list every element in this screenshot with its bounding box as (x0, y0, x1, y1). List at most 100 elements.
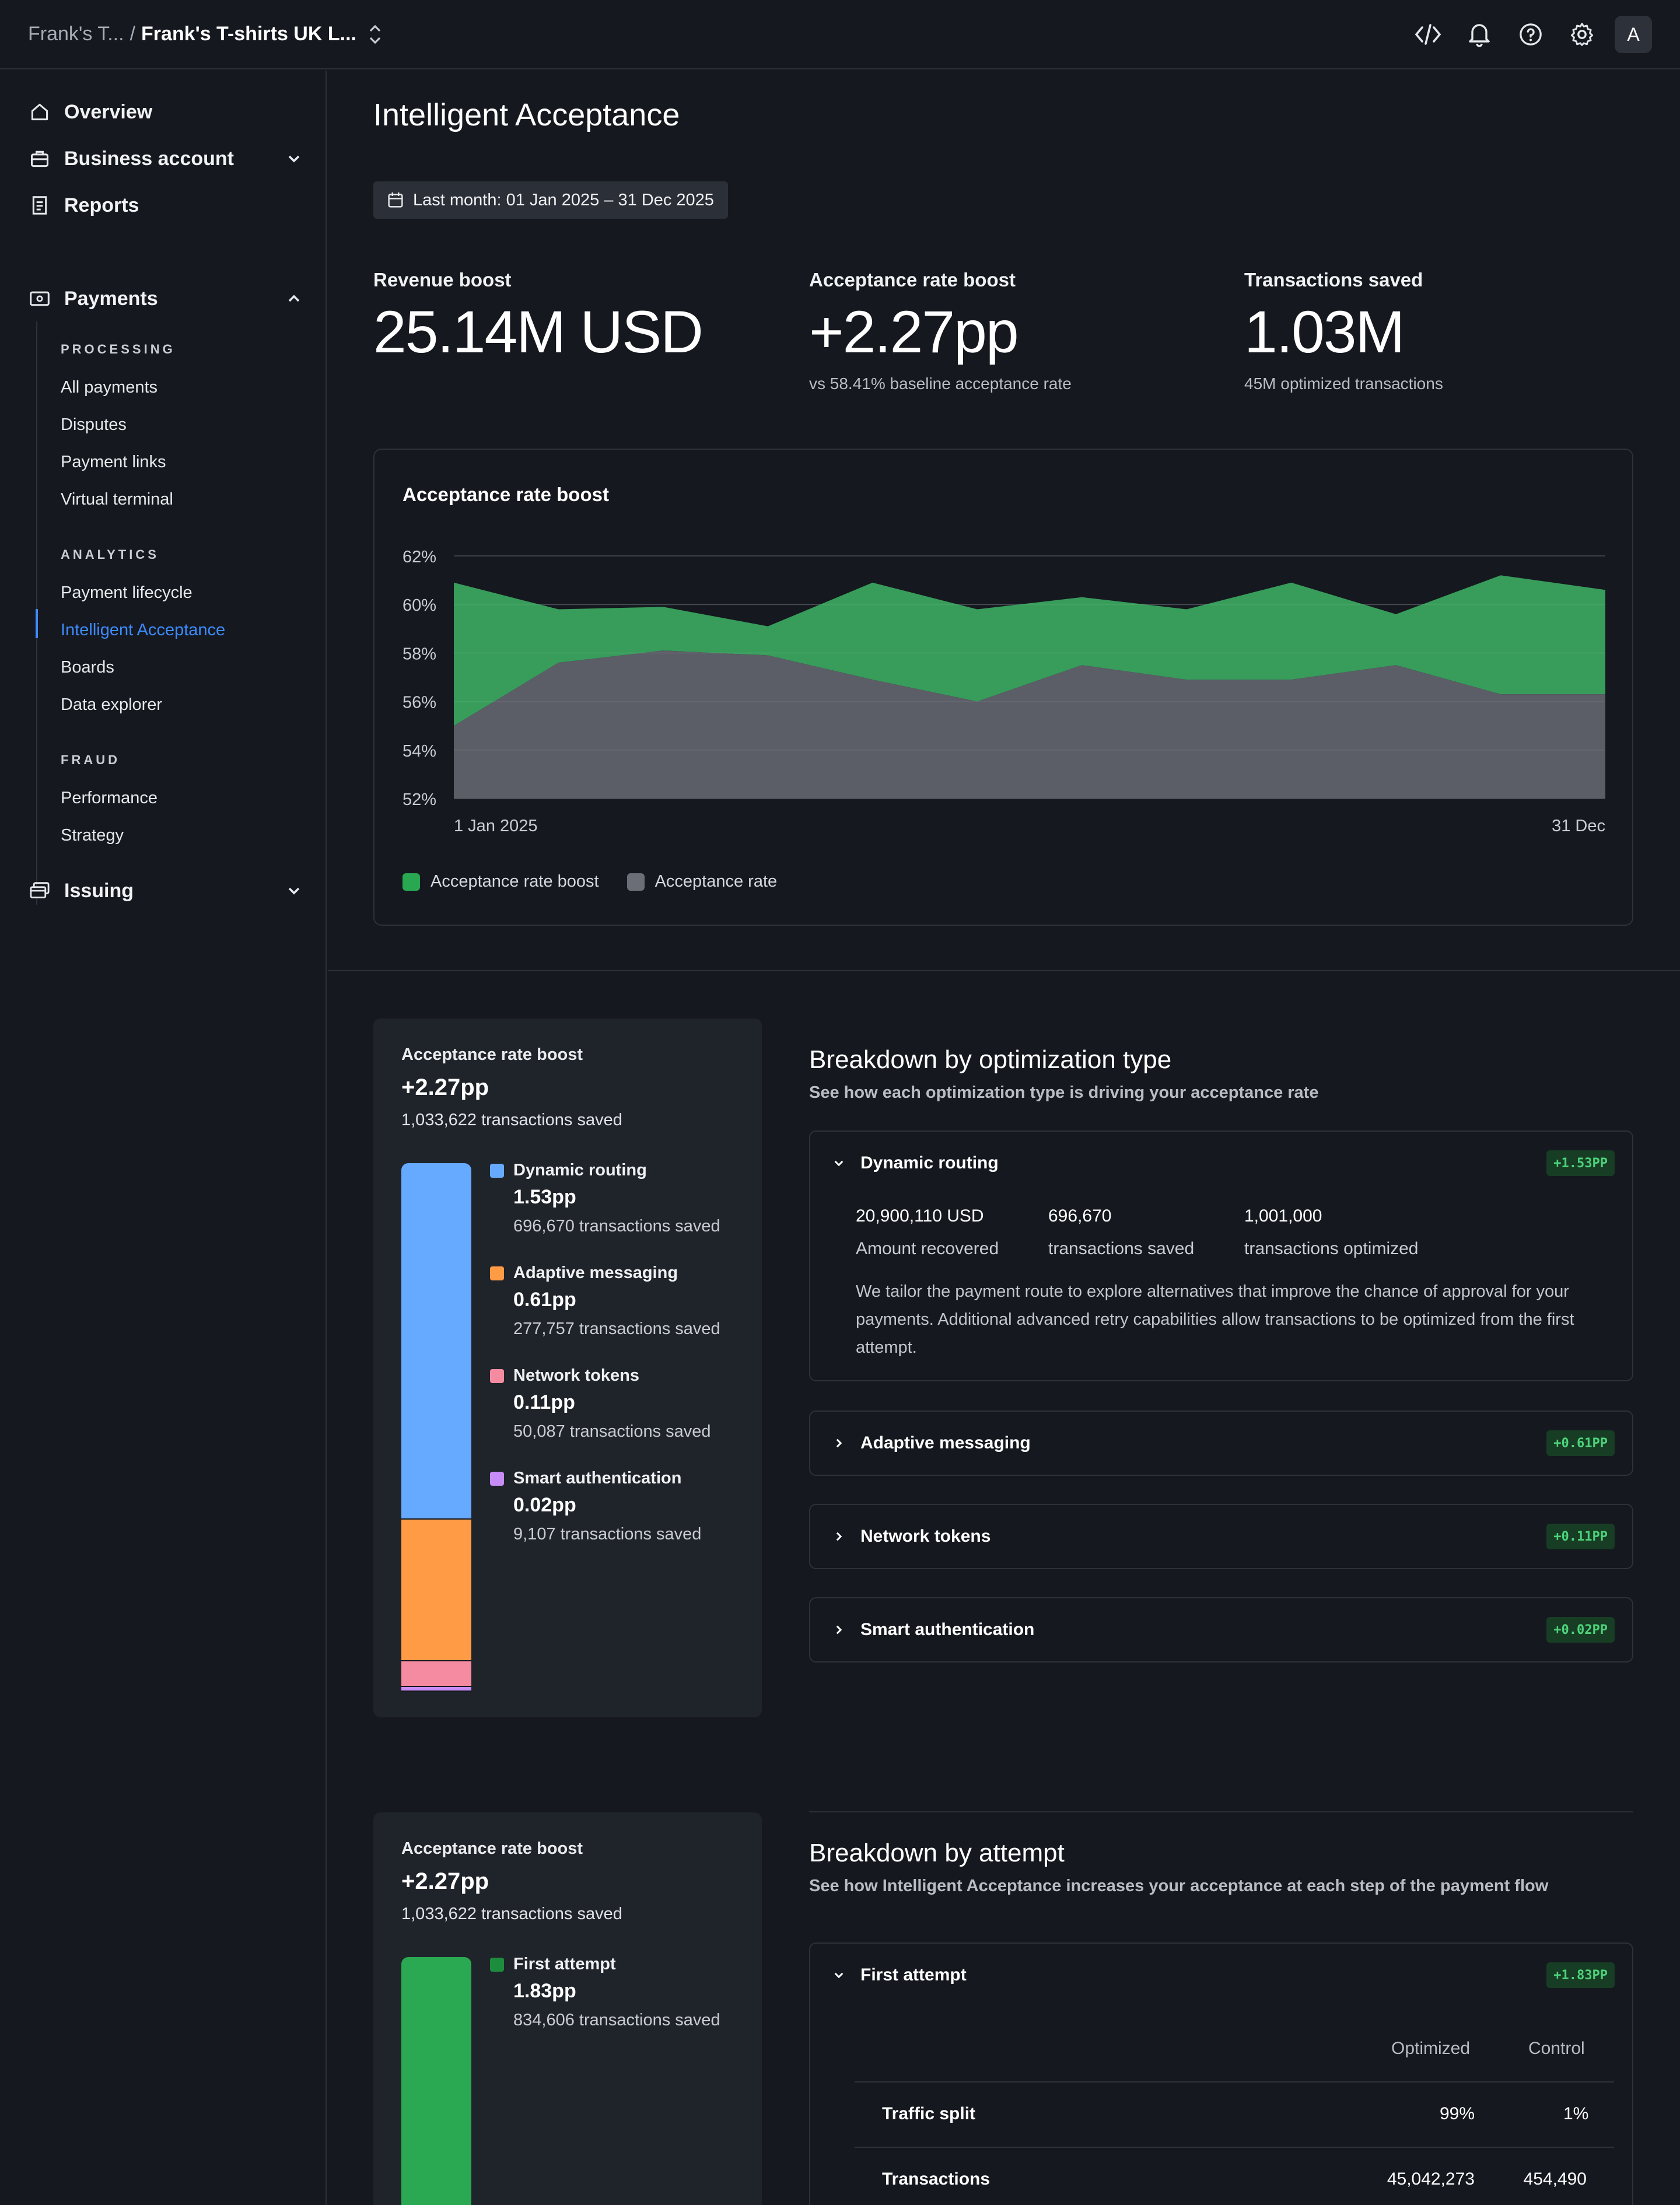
accordion-title: Smart authentication (860, 1620, 1035, 1639)
accordion-title: Adaptive messaging (860, 1433, 1031, 1452)
breadcrumb-current[interactable]: Frank's T-shirts UK L... (141, 23, 356, 45)
sidebar-item-label: Issuing (64, 879, 134, 902)
accordion-title: Dynamic routing (860, 1153, 999, 1172)
metric-amount-recovered: 20,900,110 USD Amount recovered (856, 1206, 999, 1259)
sidebar-item-boards[interactable]: Boards (61, 658, 114, 677)
payments-icon (28, 287, 51, 310)
gear-icon[interactable] (1563, 16, 1601, 53)
boost-badge: +0.61PP (1546, 1430, 1615, 1456)
y-tick-label: 58% (402, 645, 436, 663)
accordion-header[interactable]: Smart authentication +0.02PP (810, 1598, 1632, 1661)
stat-sub: vs 58.41% baseline acceptance rate (809, 374, 1072, 393)
bar-segment-smart-authentication (401, 1687, 471, 1692)
optimization-summary-panel: Acceptance rate boost +2.27pp 1,033,622 … (373, 1019, 762, 1717)
sidebar-item-payments[interactable]: Payments (28, 281, 302, 316)
accordion-header[interactable]: Dynamic routing +1.53PP (810, 1132, 1632, 1195)
segment-swatch (490, 1368, 504, 1383)
active-indicator (36, 609, 38, 638)
chevron-down-icon[interactable] (286, 150, 302, 167)
accordion-title: First attempt (860, 1965, 967, 1985)
sidebar-item-data-explorer[interactable]: Data explorer (61, 695, 163, 714)
segment-swatch (490, 1266, 504, 1280)
boost-badge: +1.83PP (1546, 1962, 1615, 1988)
panel-sub: 1,033,622 transactions saved (401, 1905, 622, 1923)
sidebar-item-all-payments[interactable]: All payments (61, 378, 158, 397)
metric-transactions-optimized: 1,001,000 transactions optimized (1244, 1206, 1418, 1259)
metric-label: transactions saved (1048, 1239, 1195, 1258)
date-range-filter[interactable]: Last month: 01 Jan 2025 – 31 Dec 2025 (373, 181, 728, 219)
page-title: Intelligent Acceptance (373, 97, 680, 132)
segment-value: 0.11pp (513, 1391, 575, 1413)
chart-title: Acceptance rate boost (402, 484, 609, 505)
chevron-up-icon[interactable] (286, 290, 302, 307)
segment-first-attempt: First attempt 1.83pp 834,606 transaction… (490, 1955, 720, 2030)
attempt-stacked-bar (401, 1957, 471, 2205)
segment-name: Smart authentication (513, 1469, 682, 1488)
stat-label: Revenue boost (373, 269, 512, 290)
segment-name: Network tokens (513, 1366, 639, 1385)
bell-icon[interactable] (1461, 16, 1498, 53)
legend-item-rate[interactable]: Acceptance rate (626, 872, 777, 891)
stat-label: Transactions saved (1244, 269, 1423, 290)
sidebar-item-label: Payments (64, 287, 158, 310)
segment-sub: 9,107 transactions saved (513, 1525, 702, 1544)
accordion-header[interactable]: First attempt +1.83PP (810, 1944, 1632, 2007)
sidebar-item-intelligent-acceptance[interactable]: Intelligent Acceptance (61, 621, 226, 639)
help-icon[interactable] (1512, 16, 1549, 53)
chevron-right-icon (836, 1625, 842, 1634)
segment-dynamic-routing: Dynamic routing 1.53pp 696,670 transacti… (490, 1161, 720, 1236)
breakdown-type-subtitle: See how each optimization type is drivin… (809, 1083, 1319, 1102)
chart-legend: Acceptance rate boost Acceptance rate (402, 872, 777, 891)
sidebar-item-payment-lifecycle[interactable]: Payment lifecycle (61, 583, 192, 602)
stat-value: +2.27pp (809, 299, 1019, 365)
x-tick-label-start: 1 Jan 2025 (454, 817, 538, 835)
segment-network-tokens: Network tokens 0.11pp 50,087 transaction… (490, 1366, 711, 1441)
segment-value: 1.53pp (513, 1186, 576, 1208)
stat-revenue-boost: Revenue boost 25.14M USD (373, 269, 704, 366)
sidebar-item-reports[interactable]: Reports (28, 188, 302, 223)
sidebar-item-issuing[interactable]: Issuing (28, 873, 302, 908)
boost-badge: +0.11PP (1546, 1524, 1615, 1549)
panel-label: Acceptance rate boost (401, 1045, 583, 1064)
segment-smart-authentication: Smart authentication 0.02pp 9,107 transa… (490, 1469, 702, 1544)
sidebar-item-virtual-terminal[interactable]: Virtual terminal (61, 490, 173, 509)
dynamic-routing-description: We tailor the payment route to explore a… (856, 1282, 1574, 1357)
accordion-dynamic-routing: Dynamic routing +1.53PP 20,900,110 USD A… (809, 1130, 1633, 1381)
accordion-header[interactable]: Network tokens +0.11PP (810, 1505, 1632, 1568)
area-acceptance-rate-boost (454, 575, 1605, 726)
sidebar-item-business-account[interactable]: Business account (28, 141, 302, 176)
accordion-adaptive-messaging: Adaptive messaging +0.61PP (809, 1410, 1633, 1476)
account-switcher[interactable]: Frank's T... / Frank's T-shirts UK L... (28, 23, 383, 46)
metric-value: 20,900,110 USD (856, 1206, 984, 1226)
sidebar-item-payment-links[interactable]: Payment links (61, 453, 166, 471)
sidebar-item-strategy[interactable]: Strategy (61, 826, 124, 845)
breadcrumb-parent[interactable]: Frank's T... (28, 23, 124, 45)
sidebar-item-disputes[interactable]: Disputes (61, 415, 127, 434)
boost-badge: +1.53PP (1546, 1150, 1615, 1176)
y-tick-label: 52% (402, 790, 436, 809)
breakdown-attempt-title: Breakdown by attempt (809, 1839, 1065, 1867)
accordion-smart-authentication: Smart authentication +0.02PP (809, 1597, 1633, 1662)
chevron-right-icon (836, 1532, 842, 1541)
metric-transactions-saved: 696,670 transactions saved (1048, 1206, 1194, 1259)
row-label-traffic-split: Traffic split (882, 2104, 976, 2123)
breakdown-attempt-subtitle: See how Intelligent Acceptance increases… (809, 1877, 1549, 1895)
stat-acceptance-rate-boost: Acceptance rate boost +2.27pp vs 58.41% … (809, 269, 1072, 393)
bar-segment-network-tokens (401, 1661, 471, 1687)
segment-swatch (490, 1471, 504, 1486)
accordion-title: Network tokens (860, 1527, 991, 1546)
legend-swatch-rate (626, 873, 645, 891)
cell-transactions-control: 454,490 (1523, 2169, 1587, 2189)
legend-item-boost[interactable]: Acceptance rate boost (402, 872, 599, 891)
acceptance-area-chart[interactable]: 62% 60% 58% 56% 54% 52% 1 Jan 2025 31 Dec (374, 450, 1632, 858)
chevron-down-icon[interactable] (286, 883, 302, 899)
sidebar-item-overview[interactable]: Overview (28, 94, 302, 130)
code-icon[interactable] (1409, 16, 1447, 53)
chevron-up-down-icon[interactable] (367, 23, 383, 46)
accordion-header[interactable]: Adaptive messaging +0.61PP (810, 1412, 1632, 1475)
stat-value: 25.14M USD (373, 299, 704, 365)
table-divider (855, 2147, 1614, 2148)
avatar[interactable]: A (1615, 16, 1652, 53)
cell-traffic-optimized: 99% (1440, 2104, 1475, 2123)
sidebar-item-performance[interactable]: Performance (61, 789, 158, 807)
